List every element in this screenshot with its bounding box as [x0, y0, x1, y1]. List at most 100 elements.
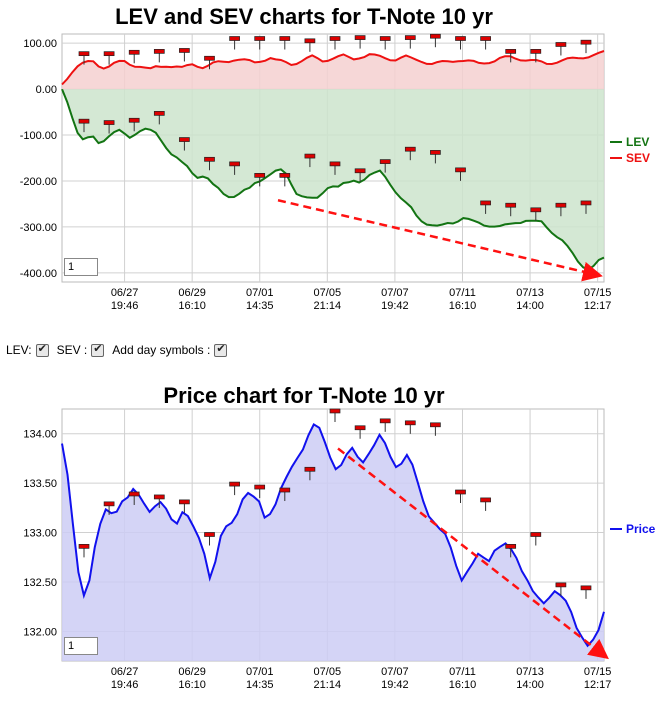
x-tick-time: 19:46 — [111, 679, 139, 691]
x-tick-time: 16:10 — [449, 300, 477, 312]
day-symbols-checkbox[interactable] — [214, 342, 228, 357]
day-symbol — [229, 36, 240, 41]
day-symbol — [505, 544, 517, 549]
x-tick-date: 07/15 — [584, 666, 612, 678]
day-symbol — [153, 49, 165, 54]
day-symbol — [153, 494, 165, 500]
chart-title: LEV and SEV charts for T-Note 10 yr — [115, 4, 493, 29]
day-symbol — [254, 36, 266, 41]
day-symbol — [404, 35, 416, 40]
day-symbol — [580, 39, 592, 45]
series-area-lev — [62, 89, 604, 270]
day-symbol — [103, 51, 115, 57]
day-symbol — [128, 49, 140, 55]
day-symbol — [354, 168, 366, 174]
day-symbol — [229, 481, 240, 487]
x-tick-time: 12:17 — [584, 300, 612, 312]
x-tick-time: 16:10 — [178, 300, 206, 312]
day-symbol — [530, 49, 542, 54]
x-tick-date: 07/11 — [449, 287, 476, 299]
x-tick-time: 19:42 — [381, 300, 409, 312]
y-tick-label: -300.00 — [20, 222, 57, 234]
day-symbol — [379, 159, 391, 164]
series-line-price — [61, 422, 605, 648]
day-symbol — [103, 501, 115, 507]
day-symbol — [329, 36, 341, 41]
day-symbols-label: Add day symbols : — [112, 343, 211, 357]
x-tick-date: 07/05 — [314, 666, 342, 678]
day-symbol — [580, 585, 592, 591]
chart-title: Price chart for T-Note 10 yr — [163, 383, 445, 408]
day-symbol — [354, 35, 366, 40]
x-tick-date: 07/07 — [381, 287, 409, 299]
y-tick-label: -100.00 — [20, 130, 57, 142]
day-symbol — [379, 36, 391, 41]
lev-label: LEV: — [6, 343, 32, 357]
zoom-input[interactable]: 1 — [64, 637, 98, 655]
day-symbol — [279, 36, 291, 41]
x-tick-date: 07/13 — [516, 287, 544, 299]
zoom-input[interactable]: 1 — [64, 258, 98, 276]
day-symbol — [530, 532, 542, 537]
day-symbol — [254, 484, 266, 490]
series-area-price — [62, 424, 604, 661]
day-symbol — [404, 146, 416, 152]
day-symbol — [505, 202, 517, 208]
x-tick-time: 16:10 — [178, 679, 206, 691]
x-tick-date: 06/29 — [178, 287, 206, 299]
x-tick-date: 06/27 — [111, 666, 139, 678]
day-symbol — [455, 36, 466, 41]
x-tick-time: 14:00 — [516, 679, 544, 691]
legend-label-price: Price — [626, 522, 655, 536]
chart-controls: LEV: SEV : Add day symbols : — [6, 342, 231, 357]
day-symbol — [304, 466, 316, 472]
x-tick-date: 07/01 — [246, 287, 274, 299]
day-symbol — [480, 497, 491, 503]
day-symbol — [580, 200, 592, 206]
day-symbol — [354, 425, 366, 431]
x-tick-date: 07/07 — [381, 666, 409, 678]
day-symbol — [78, 118, 90, 124]
x-tick-time: 14:35 — [246, 300, 274, 312]
day-symbol — [555, 42, 567, 47]
y-tick-label: 134.00 — [23, 429, 57, 441]
x-tick-date: 07/01 — [246, 666, 274, 678]
day-symbol — [279, 487, 291, 493]
day-symbol — [179, 48, 190, 53]
x-tick-date: 06/27 — [111, 287, 139, 299]
y-tick-label: 100.00 — [23, 38, 57, 50]
legend-label-lev: LEV — [626, 135, 649, 149]
y-tick-label: 132.50 — [23, 577, 57, 589]
lev-checkbox[interactable] — [35, 342, 49, 357]
day-symbol — [254, 173, 266, 178]
x-tick-date: 07/11 — [449, 666, 476, 678]
x-tick-date: 07/05 — [314, 287, 342, 299]
day-symbol — [179, 137, 190, 142]
trend-arrow — [337, 447, 609, 660]
day-symbol — [455, 489, 466, 495]
x-tick-time: 21:14 — [314, 679, 342, 691]
x-tick-time: 21:14 — [314, 300, 342, 312]
day-symbol — [505, 49, 517, 54]
x-tick-time: 19:42 — [381, 679, 409, 691]
day-symbol — [555, 202, 567, 208]
day-symbol — [204, 532, 215, 537]
day-symbol — [480, 200, 491, 206]
day-symbol — [455, 167, 466, 173]
day-symbol — [379, 418, 391, 424]
day-symbol — [329, 161, 341, 167]
series-line-lev — [61, 88, 605, 271]
y-tick-label: 132.00 — [23, 626, 57, 638]
sev-label: SEV : — [56, 343, 88, 357]
x-tick-time: 14:35 — [246, 679, 274, 691]
x-tick-time: 19:46 — [111, 300, 139, 312]
day-symbol — [128, 117, 140, 123]
x-tick-date: 07/13 — [516, 666, 544, 678]
lev-sev-chart: LEV and SEV charts for T-Note 10 yr 100.… — [20, 4, 650, 312]
day-symbol — [78, 51, 90, 57]
y-tick-label: 0.00 — [36, 84, 57, 96]
day-symbol — [204, 55, 215, 61]
day-symbol — [179, 499, 190, 505]
sev-checkbox[interactable] — [91, 342, 105, 357]
day-symbol — [430, 422, 441, 428]
